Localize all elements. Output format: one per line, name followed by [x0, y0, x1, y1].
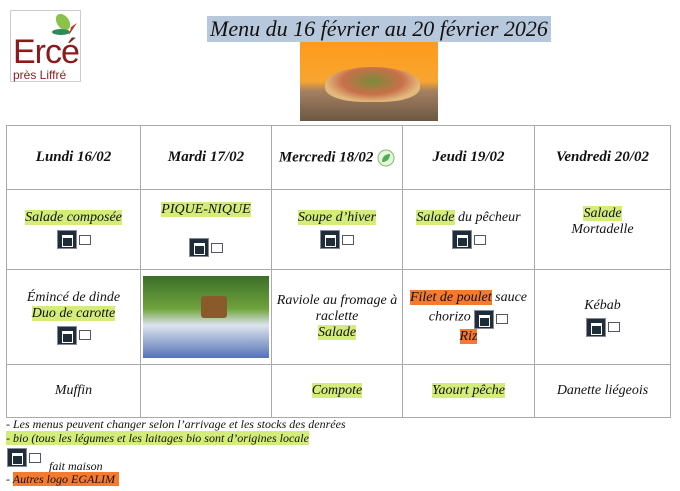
dish: du pêcheur [454, 210, 521, 225]
main-cell: Émincé de dinde Duo de carotte [6, 269, 141, 365]
day-label: Mercredi 18/02 [278, 148, 374, 165]
fait-maison-house-icon [585, 317, 620, 337]
dish: Salade [317, 325, 357, 340]
dessert-cell: Muffin [6, 364, 141, 418]
dish: Salade composée [25, 210, 122, 225]
day-header: Mercredi 18/02 [271, 125, 403, 190]
dish: PIQUE-NIQUE [161, 202, 251, 217]
dish: Raviole au fromage à raclette [276, 293, 398, 324]
starter-cell: Salade du pêcheur [402, 189, 535, 270]
dish: Émincé de dinde [26, 289, 121, 305]
kebab-photo [300, 42, 438, 121]
fait-maison-house-icon [189, 238, 223, 257]
day-header: Lundi 16/02 [6, 125, 141, 190]
dish: Yaourt pêche [432, 383, 505, 398]
dish: Kébab [584, 297, 621, 313]
main-cell [140, 269, 272, 365]
dish: sauce chorizo [428, 289, 528, 325]
page-title: Menu du 16 février au 20 février 2026 [207, 16, 551, 42]
starter-cell: Salade Mortadelle [534, 189, 671, 270]
dessert-cell: Danette liégeois [534, 364, 671, 418]
main-cell: Raviole au fromage à raclette Salade [271, 269, 403, 365]
starter-cell: Soupe d’hiver [271, 189, 403, 270]
main-cell: Kébab [534, 269, 671, 365]
fait-maison-house-icon [474, 309, 509, 329]
logo-text: Ercé [13, 33, 80, 71]
dish: Soupe d’hiver [297, 210, 377, 225]
note-bio: - bio (tous les légumes et les laitages … [6, 431, 309, 445]
fait-maison-house-icon [56, 230, 91, 249]
leaf-icon [377, 149, 395, 166]
dish: Compote [311, 383, 363, 398]
note-menus: - Les menus peuvent changer selon l’arri… [6, 417, 346, 431]
starter-cell: Salade composée [6, 189, 141, 270]
dish: Salade [416, 210, 455, 225]
dish: Duo de carotte [31, 305, 116, 321]
dish: Filet de poulet [409, 289, 492, 305]
fait-maison-house-icon [7, 448, 41, 467]
dish: Mortadelle [571, 221, 634, 237]
dish: Riz [459, 328, 478, 344]
logo-subtext: près Liffré [13, 68, 67, 82]
starter-cell: PIQUE-NIQUE [140, 189, 272, 270]
dessert-cell [140, 364, 272, 418]
picnic-photo [143, 276, 269, 358]
day-header: Mardi 17/02 [140, 125, 272, 190]
note-fait-maison: fait maison [49, 459, 103, 473]
fait-maison-house-icon [320, 230, 354, 249]
leaf-logo-icon [52, 13, 77, 35]
fait-maison-house-icon [451, 230, 486, 249]
dessert-cell: Yaourt pêche [402, 364, 535, 418]
fait-maison-house-icon [56, 325, 91, 345]
egalim-label: Autres logo EGALIM [12, 472, 119, 486]
day-header: Jeudi 19/02 [402, 125, 535, 190]
logo: Ercé près Liffré [10, 10, 81, 82]
note-dash: - [6, 472, 13, 486]
main-cell: Filet de poulet sauce chorizo Riz [402, 269, 535, 365]
note-egalim: - Autres logo EGALIM [6, 472, 119, 486]
day-header: Vendredi 20/02 [534, 125, 671, 190]
menu-table: Lundi 16/02 Mardi 17/02 Mercredi 18/02 J… [6, 125, 671, 418]
dessert-cell: Compote [271, 364, 403, 418]
dish: Salade [583, 205, 622, 221]
